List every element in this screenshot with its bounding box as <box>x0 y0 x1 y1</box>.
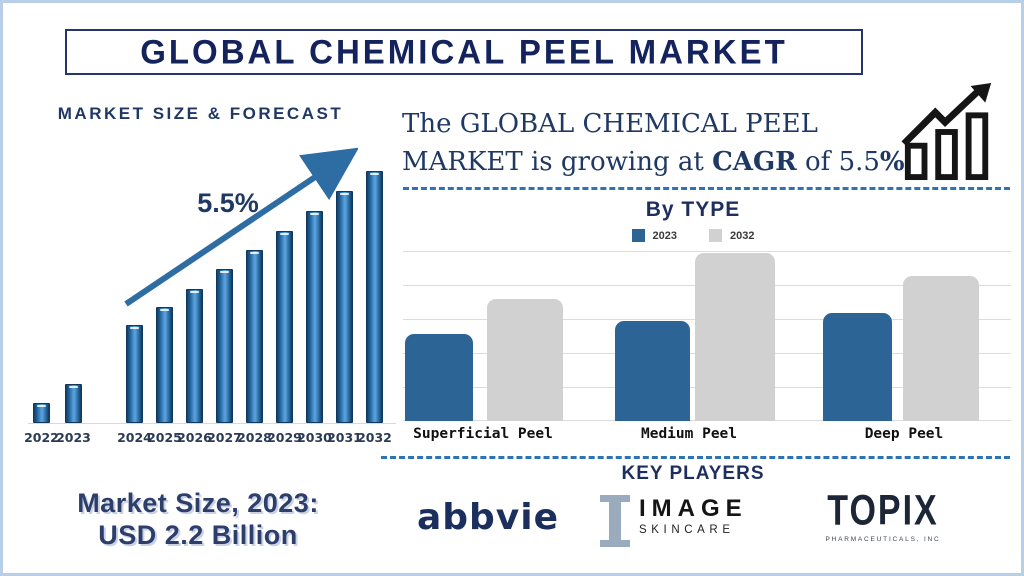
forecast-year-label-2023: 2023 <box>56 430 91 445</box>
cagr-annotation: 5.5% <box>197 188 259 218</box>
forecast-bar-2030 <box>306 211 323 423</box>
image-skincare-pillar-icon <box>600 495 630 547</box>
forecast-year-label-2030: 2030 <box>297 430 332 445</box>
headline-percent: % <box>879 147 905 177</box>
bytype-bar-2023-2 <box>823 313 892 421</box>
forecast-year-label-2032: 2032 <box>357 430 392 445</box>
trend-arrow-icon <box>124 147 358 307</box>
forecast-year-label-2025: 2025 <box>147 430 182 445</box>
topix-logo-sub: PHARMACEUTICALS, INC <box>825 536 941 543</box>
forecast-year-label-2026: 2026 <box>177 430 212 445</box>
legend-swatch-2032 <box>709 229 722 242</box>
headline-line2-pre: MARKET is growing at <box>402 147 713 177</box>
headline-cagr: CAGR <box>712 147 797 177</box>
forecast-year-label-2022: 2022 <box>24 430 59 445</box>
dashed-divider-top <box>403 187 1010 190</box>
gridline <box>403 251 1011 252</box>
forecast-year-label-2027: 2027 <box>207 430 242 445</box>
forecast-bar-2032 <box>366 171 383 423</box>
forecast-bar-2022 <box>33 403 50 423</box>
forecast-year-label-2029: 2029 <box>267 430 302 445</box>
key-players-title: KEY PLAYERS <box>621 463 765 484</box>
legend-item-2023: 2023 <box>631 229 677 242</box>
legend-swatch-2023 <box>631 229 645 242</box>
image-logo-main: IMAGE <box>639 495 748 522</box>
forecast-section-title: MARKET SIZE & FORECAST <box>57 104 344 123</box>
forecast-chart: 5.5% 2022 2023 2024 2025 2026 2027 2028 2029 203… <box>24 143 396 448</box>
image-skincare-wordmark: IMAGE SKINCARE <box>639 495 748 536</box>
forecast-bar-2024 <box>126 325 143 423</box>
abbvie-logo: abbvie <box>416 497 560 538</box>
forecast-year-label-2024: 2024 <box>117 430 152 445</box>
forecast-bar-2031 <box>336 191 353 423</box>
growth-chart-icon <box>901 83 992 181</box>
legend-item-2032: 2032 <box>709 229 754 242</box>
legend-label-2032: 2032 <box>730 229 755 242</box>
bytype-bar-2032-0 <box>487 299 563 421</box>
forecast-bar-2026 <box>186 289 203 423</box>
bytype-chart-plot <box>403 251 1011 421</box>
topix-logo-main: TOPIX <box>827 487 939 535</box>
image-skincare-logo: IMAGE SKINCARE <box>600 495 748 547</box>
forecast-baseline <box>28 423 396 424</box>
legend-label-2023: 2023 <box>652 229 677 242</box>
topix-logo: TOPIX PHARMACEUTICALS, INC <box>818 487 948 543</box>
bytype-category-label-2: Deep Peel <box>864 426 944 442</box>
forecast-bar-2025 <box>156 307 173 423</box>
forecast-bar-2027 <box>216 269 233 423</box>
forecast-year-label-2028: 2028 <box>237 430 272 445</box>
forecast-year-label-2031: 2031 <box>327 430 362 445</box>
forecast-bar-2028 <box>246 250 263 423</box>
page-title: GLOBAL CHEMICAL PEEL MARKET <box>140 32 788 71</box>
bytype-chart-title: By TYPE <box>645 198 741 221</box>
market-size-line1: Market Size, 2023: <box>77 488 319 518</box>
title-banner: GLOBAL CHEMICAL PEEL MARKET <box>65 29 863 75</box>
bytype-legend: 2023 2032 <box>388 229 998 242</box>
market-size-callout: Market Size, 2023: USD 2.2 Billion <box>23 487 373 551</box>
cagr-headline: The GLOBAL CHEMICAL PEEL MARKET is growi… <box>402 105 922 181</box>
headline-line2-mid: of 5.5 <box>796 147 880 177</box>
forecast-bar-2023 <box>65 384 82 423</box>
market-size-line2: USD 2.2 Billion <box>98 520 298 550</box>
bytype-category-labels: Superficial Peel Medium Peel Deep Peel <box>403 426 1011 444</box>
bytype-bar-2032-1 <box>695 253 775 421</box>
bytype-bar-2023-0 <box>405 334 473 421</box>
bytype-category-label-0: Superficial Peel <box>413 426 553 442</box>
bytype-bar-2032-2 <box>903 276 979 421</box>
dashed-divider-bottom <box>381 456 1010 459</box>
headline-line1: The GLOBAL CHEMICAL PEEL <box>402 109 818 139</box>
forecast-bar-2029 <box>276 231 293 423</box>
bytype-bar-2023-1 <box>615 321 690 421</box>
image-logo-sub: SKINCARE <box>639 524 735 536</box>
bytype-category-label-1: Medium Peel <box>640 426 738 442</box>
